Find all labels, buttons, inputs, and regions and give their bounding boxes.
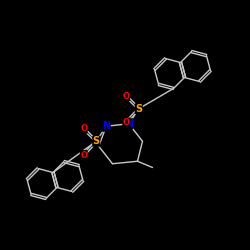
- Text: O: O: [123, 92, 130, 101]
- Text: O: O: [123, 118, 130, 127]
- Text: N: N: [125, 119, 133, 129]
- Text: O: O: [80, 124, 87, 133]
- Text: N: N: [102, 121, 110, 131]
- Text: S: S: [93, 136, 100, 146]
- Text: S: S: [135, 104, 142, 114]
- Text: O: O: [80, 150, 87, 160]
